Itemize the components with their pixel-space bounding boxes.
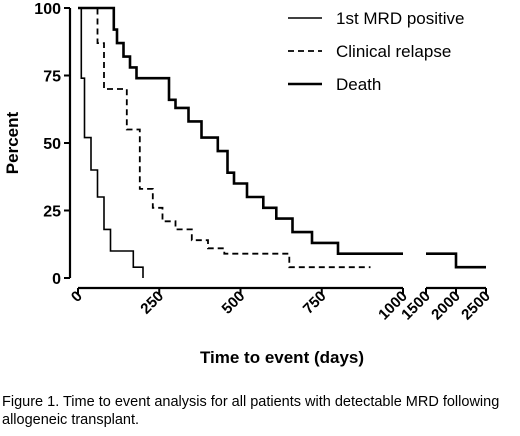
x-tick-label: 500 bbox=[219, 288, 249, 318]
x-tick-label: 2000 bbox=[428, 288, 464, 324]
series-line-clinical-relapse bbox=[78, 7, 371, 269]
x-tick-label: 750 bbox=[300, 288, 330, 318]
x-tick-label: 2500 bbox=[458, 288, 494, 324]
series-line-death bbox=[426, 252, 486, 269]
x-tick-label: 250 bbox=[137, 288, 167, 318]
series-line-death bbox=[78, 6, 403, 255]
legend-label: 1st MRD positive bbox=[336, 9, 464, 28]
y-tick-label: 75 bbox=[43, 69, 61, 86]
y-tick-label: 25 bbox=[43, 204, 61, 221]
series-line-1st-mrd-positive bbox=[78, 7, 144, 278]
y-tick-label: 50 bbox=[43, 136, 61, 153]
legend-label: Clinical relapse bbox=[336, 42, 451, 61]
x-axis-title: Time to event (days) bbox=[200, 348, 364, 367]
chart-series bbox=[78, 6, 486, 278]
y-tick-label: 0 bbox=[52, 271, 61, 288]
figure-caption: Figure 1. Time to event analysis for all… bbox=[2, 394, 500, 428]
y-tick-label: 100 bbox=[34, 1, 61, 18]
x-tick-label: 0 bbox=[68, 288, 86, 306]
y-axis-title: Percent bbox=[3, 111, 22, 174]
chart-legend: 1st MRD positive Clinical relapse Death bbox=[288, 9, 464, 94]
legend-label: Death bbox=[336, 75, 381, 94]
